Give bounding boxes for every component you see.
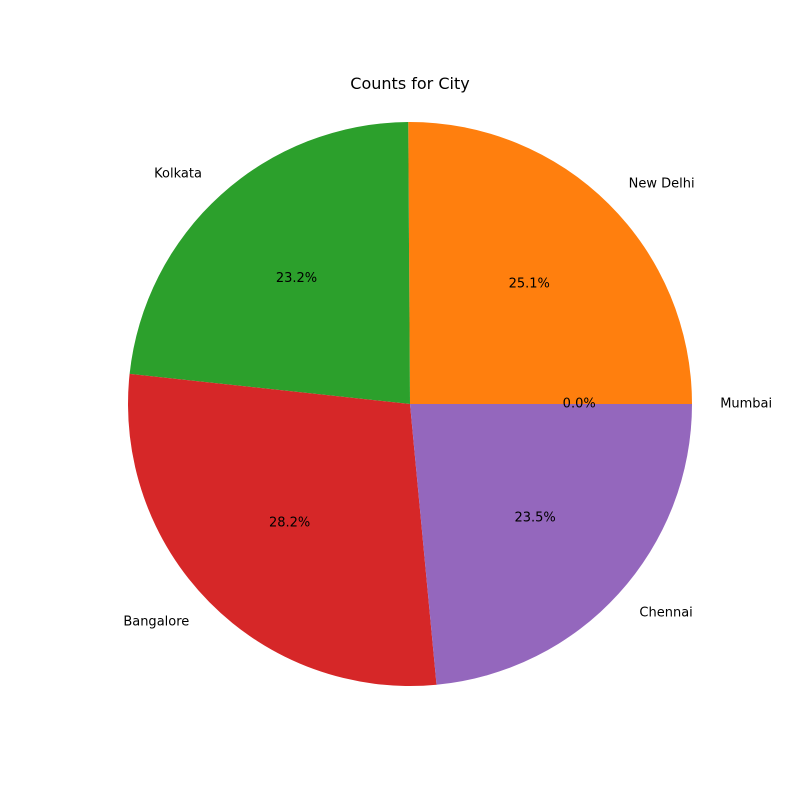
pie-slice-chennai bbox=[410, 404, 692, 685]
slice-label-new-delhi: New Delhi bbox=[629, 176, 695, 191]
pct-label-chennai: 23.5% bbox=[514, 510, 555, 525]
pct-label-mumbai: 0.0% bbox=[563, 397, 596, 412]
pie-slices bbox=[128, 121, 692, 686]
pct-label-bangalore: 28.2% bbox=[269, 515, 310, 530]
slice-label-chennai: Chennai bbox=[639, 605, 692, 620]
slice-label-mumbai: Mumbai bbox=[720, 397, 772, 412]
pie-labels: Mumbai 0.0% New Delhi 25.1% Kolkata 23.2% Bang… bbox=[123, 166, 772, 629]
pie-slice-kolkata bbox=[129, 122, 410, 405]
pct-label-kolkata: 23.2% bbox=[276, 271, 317, 286]
pie-slice-new-delhi bbox=[408, 121, 692, 404]
pct-label-new-delhi: 25.1% bbox=[509, 276, 550, 291]
slice-label-kolkata: Kolkata bbox=[154, 166, 202, 181]
chart-title: Counts for City bbox=[350, 74, 469, 93]
pie-slice-bangalore bbox=[128, 373, 437, 686]
slice-label-bangalore: Bangalore bbox=[123, 614, 189, 629]
